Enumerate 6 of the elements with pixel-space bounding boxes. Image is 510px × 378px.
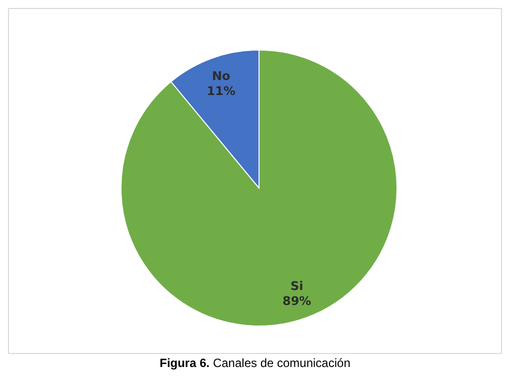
slice-label: No — [212, 68, 230, 83]
data-label: 11% — [206, 84, 236, 98]
data-label: 89% — [282, 294, 312, 308]
slice-label: Si — [290, 279, 304, 294]
text: Figura 6. Canales de comunicación — [160, 356, 350, 370]
pie-slice — [120, 50, 398, 326]
